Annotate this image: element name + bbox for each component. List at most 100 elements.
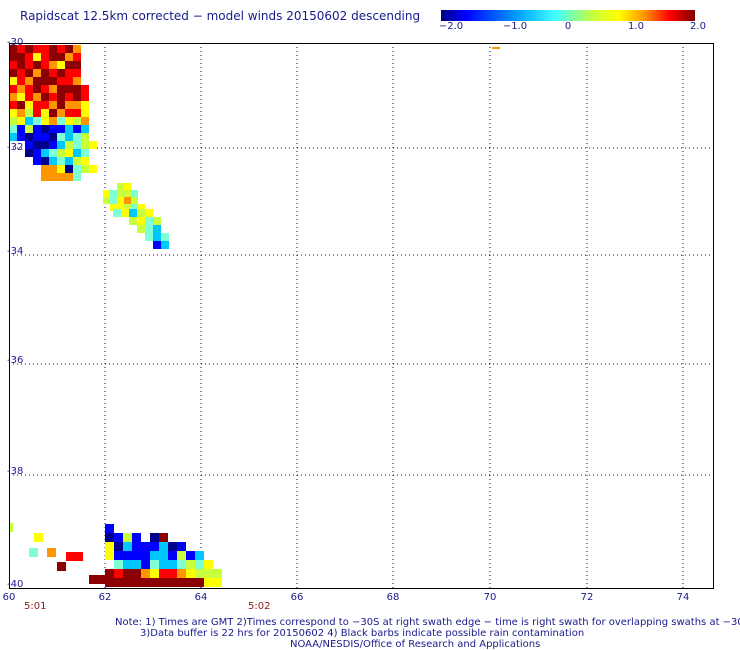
note-line-1: Note: 1) Times are GMT 2)Times correspon…: [115, 617, 740, 628]
map-gridlines: [9, 43, 714, 589]
wind-cell: [33, 125, 41, 133]
wind-cell: [73, 93, 81, 101]
wind-cell: [150, 533, 159, 542]
note-line-3: NOAA/NESDIS/Office of Research and Appli…: [290, 639, 541, 650]
wind-cell: [57, 173, 65, 181]
wind-cell: [81, 85, 89, 93]
wind-cell: [65, 61, 73, 69]
wind-cell: [49, 173, 57, 181]
wind-cell: [41, 149, 49, 157]
wind-cell: [129, 209, 137, 217]
wind-cell: [65, 173, 73, 181]
wind-cell: [105, 551, 114, 560]
wind-cell: [123, 569, 132, 578]
lon-label-62: 62: [98, 592, 112, 603]
note-line-2: 3)Data buffer is 22 hrs for 20150602 4) …: [140, 628, 585, 639]
wind-cell: [34, 533, 43, 542]
wind-cell: [150, 569, 159, 578]
wind-cell: [49, 109, 57, 117]
wind-cell: [204, 569, 213, 578]
wind-cell: [57, 101, 65, 109]
wind-cell: [186, 569, 195, 578]
wind-cell: [150, 542, 159, 551]
wind-cell: [33, 117, 41, 125]
wind-cell: [105, 578, 114, 587]
wind-cell: [49, 101, 57, 109]
wind-cell: [73, 45, 81, 53]
wind-cell: [33, 93, 41, 101]
wind-cell: [49, 133, 57, 141]
wind-cell: [73, 77, 81, 85]
wind-cell: [110, 190, 117, 197]
wind-cell: [9, 85, 17, 93]
wind-cell: [110, 197, 117, 204]
lat-label-32: -32: [7, 142, 24, 153]
wind-cell: [195, 578, 204, 587]
lon-label-72: 72: [580, 592, 594, 603]
wind-cell: [123, 578, 132, 587]
wind-cell: [17, 45, 25, 53]
wind-cell: [33, 61, 41, 69]
wind-cell: [25, 69, 33, 77]
wind-cell: [33, 69, 41, 77]
wind-cell: [49, 141, 57, 149]
wind-cell: [131, 190, 138, 197]
wind-cell: [17, 85, 25, 93]
wind-cell: [141, 569, 150, 578]
colorbar-tick-3: 0: [564, 21, 572, 32]
wind-cell: [33, 53, 41, 61]
wind-cell: [117, 190, 124, 197]
wind-cell: [57, 93, 65, 101]
wind-cell: [33, 141, 41, 149]
wind-cell: [17, 133, 25, 141]
wind-cell: [123, 542, 132, 551]
wind-cell: [65, 157, 73, 165]
wind-cell: [65, 125, 73, 133]
wind-cell: [9, 125, 17, 133]
wind-cell: [153, 225, 161, 233]
wind-cell: [123, 560, 132, 569]
wind-cell: [57, 45, 65, 53]
wind-cell: [65, 53, 73, 61]
wind-cell: [25, 53, 33, 61]
wind-cell: [41, 61, 49, 69]
wind-cell: [145, 233, 153, 241]
wind-cell: [49, 93, 57, 101]
wind-cell: [9, 61, 17, 69]
wind-cell: [159, 578, 168, 587]
wind-cell: [25, 93, 33, 101]
wind-cell: [132, 569, 141, 578]
wind-cell: [131, 204, 138, 211]
wind-cell: [9, 69, 17, 77]
wind-cell: [41, 117, 49, 125]
wind-cell: [73, 141, 81, 149]
wind-cell: [159, 560, 168, 569]
wind-cell: [49, 77, 57, 85]
wind-cell: [121, 209, 129, 217]
wind-cell: [81, 149, 89, 157]
lat-label-38: -38: [7, 466, 24, 477]
wind-cell: [57, 117, 65, 125]
wind-cell: [161, 233, 169, 241]
wind-cell: [57, 85, 65, 93]
wind-cell: [41, 133, 49, 141]
wind-difference-cells: [9, 45, 500, 587]
wind-cell: [65, 69, 73, 77]
wind-cell: [138, 204, 145, 211]
lat-label-36: -36: [7, 355, 24, 366]
wind-cell: [89, 575, 98, 584]
wind-cell: [81, 141, 89, 149]
lat-label-30: -30: [7, 37, 24, 48]
wind-cell: [132, 578, 141, 587]
lon-label-68: 68: [386, 592, 400, 603]
wind-cell: [49, 149, 57, 157]
wind-cell: [73, 109, 81, 117]
wind-cell: [177, 551, 186, 560]
wind-cell: [17, 77, 25, 85]
wind-cell: [177, 578, 186, 587]
wind-cell: [81, 109, 89, 117]
wind-cell: [57, 109, 65, 117]
wind-cell: [110, 204, 117, 211]
wind-cell: [103, 190, 110, 197]
wind-cell: [9, 45, 17, 53]
